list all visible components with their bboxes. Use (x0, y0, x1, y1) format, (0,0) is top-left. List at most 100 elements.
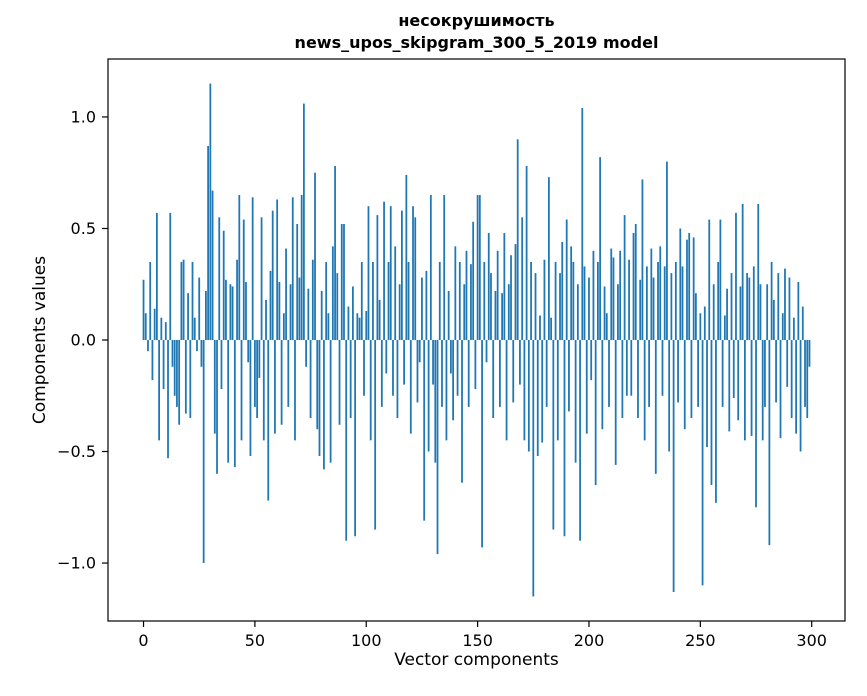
bar (579, 340, 581, 541)
bar (178, 340, 181, 425)
bar (494, 290, 497, 340)
bar (550, 317, 552, 340)
bar (291, 197, 294, 340)
bar (189, 340, 192, 419)
bar (398, 284, 401, 340)
bar (474, 340, 477, 390)
bar (251, 197, 254, 340)
bar (256, 340, 258, 419)
bar (672, 340, 675, 593)
bar (231, 286, 234, 340)
bar (443, 195, 446, 340)
bar (314, 172, 316, 340)
bar (254, 340, 256, 407)
bar (536, 340, 539, 456)
bar (209, 83, 212, 340)
bar (788, 277, 791, 340)
bar (327, 313, 330, 340)
bar (710, 340, 713, 485)
bar (218, 217, 221, 340)
bar (167, 340, 169, 459)
bar (717, 261, 720, 340)
bar (265, 299, 267, 340)
bar (654, 340, 657, 474)
bar (726, 288, 728, 340)
bar (450, 340, 452, 374)
bar (365, 311, 368, 340)
bar (715, 340, 717, 503)
bar (287, 340, 290, 407)
bar (363, 340, 365, 396)
bar (514, 244, 517, 340)
bar (772, 299, 775, 340)
bar (703, 306, 706, 340)
bar (746, 273, 748, 340)
bar (610, 248, 613, 340)
x-tick-label: 100 (351, 631, 382, 650)
bar (743, 340, 746, 441)
bar (499, 340, 501, 407)
bar (510, 255, 512, 340)
bar (741, 203, 744, 340)
y-tick-label: −0.5 (57, 442, 96, 461)
bar (501, 293, 503, 340)
bar (670, 273, 673, 340)
bar (347, 306, 350, 340)
bar (808, 340, 811, 367)
bar (719, 219, 722, 340)
bar (775, 340, 777, 403)
bar (240, 340, 243, 441)
bar (367, 206, 370, 340)
bar (694, 293, 697, 340)
bar (748, 277, 751, 340)
bar (356, 313, 359, 340)
bar (539, 315, 541, 340)
bar (608, 340, 610, 407)
bar (574, 340, 577, 463)
bar (385, 340, 388, 374)
bar (349, 340, 352, 419)
bar (372, 261, 374, 340)
bar (472, 221, 475, 340)
bar (614, 340, 617, 465)
bar (396, 340, 399, 419)
bar (383, 201, 385, 340)
y-tick-label: −1.0 (57, 554, 96, 573)
bar (205, 290, 207, 340)
bar (343, 224, 345, 340)
x-tick-label: 250 (685, 631, 716, 650)
bar (723, 315, 726, 340)
bar (519, 340, 521, 385)
bar (416, 340, 419, 403)
y-tick-label: 0.5 (71, 219, 96, 238)
bar (358, 317, 361, 340)
bar (650, 248, 653, 340)
bar (249, 340, 252, 456)
bar (583, 266, 586, 340)
bar (311, 259, 314, 340)
bar (759, 284, 762, 340)
bar (688, 232, 691, 340)
bar (637, 340, 639, 419)
bar (525, 166, 528, 340)
bar (699, 313, 702, 340)
bar (309, 340, 312, 419)
bar (458, 261, 461, 340)
bar (505, 340, 508, 441)
bar (245, 282, 247, 340)
bar (470, 264, 472, 340)
bar (556, 340, 559, 441)
chart-title-line2: news_upos_skipgram_300_5_2019 model (294, 33, 659, 52)
bar (492, 340, 495, 419)
bar (764, 340, 766, 407)
bar (712, 284, 715, 340)
bar (581, 108, 584, 340)
bar (345, 340, 348, 541)
bar (790, 340, 793, 419)
bar (677, 340, 679, 403)
bar (158, 340, 160, 441)
bar (394, 246, 397, 340)
bar (625, 340, 628, 396)
